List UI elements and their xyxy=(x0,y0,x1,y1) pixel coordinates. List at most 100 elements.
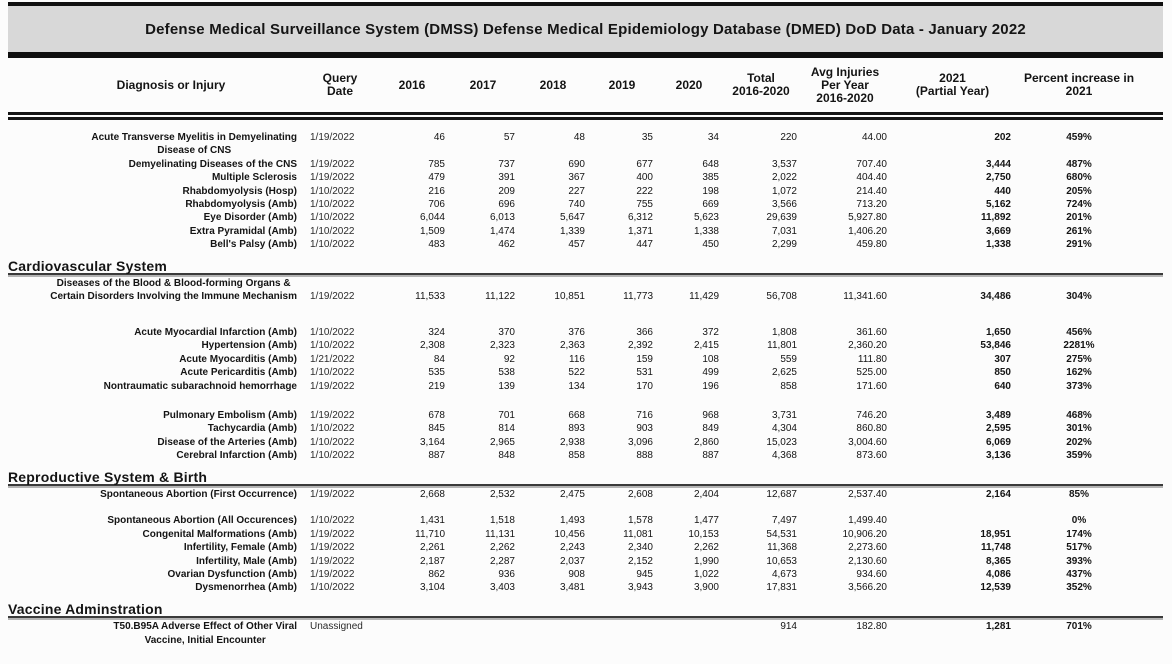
cell-y2019: 159 xyxy=(636,353,653,365)
cell-y2019 xyxy=(588,620,656,647)
cell-y2020: 34 xyxy=(707,132,719,143)
cell-total: 1,808 xyxy=(771,326,797,338)
cell-y2020: 450 xyxy=(702,239,719,251)
cell-avg: 2,537.40 xyxy=(848,488,887,500)
cell-y2020: 2,415 xyxy=(693,340,719,352)
cell-y2017: 370 xyxy=(498,326,515,338)
cell-total: 220 xyxy=(780,132,797,143)
cell-diagnosis: Nontraumatic subarachnoid hemorrhage xyxy=(8,380,304,393)
table-row: Rhabdomyolysis (Amb) 1/10/2022 706 696 740 75… xyxy=(8,198,1163,211)
cell-y2019: 366 xyxy=(636,326,653,338)
cell-y2019: 1,371 xyxy=(627,225,653,237)
cell-y2019: 2,340 xyxy=(627,542,653,554)
cell-y2021: 12,539 xyxy=(980,582,1011,594)
table-body: Acute Transverse Myelitis in Demyelinati… xyxy=(8,120,1163,647)
cell-diagnosis: Infertility, Female (Amb) xyxy=(8,541,304,554)
cell-diagnosis: Rhabdomyolysis (Amb) xyxy=(8,198,304,211)
cell-avg: 111.80 xyxy=(857,353,887,365)
cell-pct: 205% xyxy=(1066,185,1092,197)
cell-pct: 352% xyxy=(1066,582,1092,594)
cell-query-date: 1/19/2022 xyxy=(310,488,355,500)
cell-y2018: 668 xyxy=(568,409,585,421)
cell-y2017: 2,965 xyxy=(489,436,515,448)
cell-total: 914 xyxy=(780,621,797,633)
cell-query-date: 1/10/2022 xyxy=(310,239,355,251)
cell-diagnosis: Eye Disorder (Amb) xyxy=(8,211,304,224)
cell-y2019: 400 xyxy=(636,172,653,184)
table-row: Pulmonary Embolism (Amb) 1/19/2022 678 701 6… xyxy=(8,409,1163,422)
cell-y2016: 1,509 xyxy=(419,225,445,237)
cell-query-date: 1/10/2022 xyxy=(310,515,355,527)
cell-diagnosis: Pulmonary Embolism (Amb) xyxy=(8,409,304,422)
cell-avg: 361.60 xyxy=(856,326,887,338)
cell-pct: 437% xyxy=(1066,568,1092,580)
cell-y2017: 2,323 xyxy=(489,340,515,352)
cell-y2016: 678 xyxy=(428,409,445,421)
cell-diagnosis: Diseases of the Blood & Blood-forming Or… xyxy=(8,277,304,304)
col-header-total: Total 2016-2020 xyxy=(722,58,800,120)
cell-avg: 5,927.80 xyxy=(848,212,887,224)
cell-y2021: 4,086 xyxy=(985,568,1011,580)
table-row: Multiple Sclerosis 1/19/2022 479 391 367 400 3… xyxy=(8,171,1163,184)
cell-y2021: 18,951 xyxy=(980,528,1011,540)
section-header-row: Vaccine Adminstration xyxy=(8,594,1163,621)
cell-y2018: 10,456 xyxy=(554,528,585,540)
cell-y2020: 2,860 xyxy=(693,436,719,448)
cell-y2018: 116 xyxy=(569,353,585,365)
cell-pct: 301% xyxy=(1066,423,1092,435)
cell-avg: 2,273.60 xyxy=(848,542,887,554)
cell-y2019: 11,081 xyxy=(623,528,653,540)
cell-pct: 2281% xyxy=(1063,340,1095,352)
cell-y2020: 1,990 xyxy=(693,555,719,567)
cell-y2017: 814 xyxy=(498,423,515,435)
cell-y2018: 2,243 xyxy=(559,542,585,554)
diagnosis-label: Eye Disorder (Amb) xyxy=(203,212,297,224)
cell-diagnosis: Congenital Malformations (Amb) xyxy=(8,528,304,541)
cell-query-date: 1/10/2022 xyxy=(310,225,355,237)
table-row: Nontraumatic subarachnoid hemorrhage 1/19… xyxy=(8,380,1163,393)
table-row: Spontaneous Abortion (All Occurences) 1/1… xyxy=(8,514,1163,527)
cell-avg: 3,566.20 xyxy=(848,582,887,594)
cell-y2019: 531 xyxy=(636,367,653,379)
section-title: Vaccine Adminstration xyxy=(8,594,1163,621)
cell-total: 11,801 xyxy=(767,340,797,352)
cell-y2016: 887 xyxy=(428,450,445,462)
cell-y2020: 3,900 xyxy=(693,582,719,594)
diagnosis-label: Acute Myocarditis (Amb) xyxy=(179,353,297,365)
cell-y2021: 1,338 xyxy=(985,239,1011,251)
table-row: Rhabdomyolysis (Hosp) 1/10/2022 216 209 227 2… xyxy=(8,185,1163,198)
cell-y2020: 1,022 xyxy=(693,568,719,580)
cell-total: 4,368 xyxy=(771,450,797,462)
table-row: Dysmenorrhea (Amb) 1/10/2022 3,104 3,403 3,4… xyxy=(8,581,1163,594)
cell-y2018: 858 xyxy=(568,450,585,462)
cell-diagnosis: Bell's Palsy (Amb) xyxy=(8,238,304,251)
cell-y2016: 2,187 xyxy=(419,555,445,567)
cell-pct: 0% xyxy=(1071,515,1087,527)
cell-y2017: 209 xyxy=(498,185,515,197)
cell-pct: 304% xyxy=(1066,291,1092,303)
cell-total: 54,531 xyxy=(766,528,797,540)
cell-y2021: 307 xyxy=(994,353,1011,365)
col-header-2021: 2021 (Partial Year) xyxy=(890,58,1015,120)
cell-query-date: 1/10/2022 xyxy=(310,450,355,462)
diagnosis-label: Multiple Sclerosis xyxy=(211,172,297,184)
cell-query-date: 1/10/2022 xyxy=(310,185,355,197)
cell-y2020: 849 xyxy=(702,423,719,435)
cell-diagnosis: Rhabdomyolysis (Hosp) xyxy=(8,185,304,198)
cell-y2020: 10,153 xyxy=(688,528,719,540)
cell-query-date: 1/19/2022 xyxy=(310,291,355,303)
cell-y2017: 11,122 xyxy=(485,291,515,303)
cell-y2016: 2,668 xyxy=(419,488,445,500)
diagnosis-label: Rhabdomyolysis (Amb) xyxy=(185,199,297,211)
cell-y2019: 3,943 xyxy=(627,582,653,594)
cell-diagnosis: Dysmenorrhea (Amb) xyxy=(8,581,304,594)
cell-query-date: 1/19/2022 xyxy=(310,542,355,554)
cell-y2018: 2,037 xyxy=(559,555,585,567)
cell-total: 56,708 xyxy=(766,291,797,303)
cell-query-date: 1/10/2022 xyxy=(310,436,355,448)
cell-y2018: 5,647 xyxy=(559,212,585,224)
cell-y2018: 10,851 xyxy=(554,291,585,303)
cell-y2020: 5,623 xyxy=(693,212,719,224)
cell-diagnosis: Spontaneous Abortion (First Occurrence) xyxy=(8,488,304,501)
spacer-row xyxy=(8,501,1163,514)
